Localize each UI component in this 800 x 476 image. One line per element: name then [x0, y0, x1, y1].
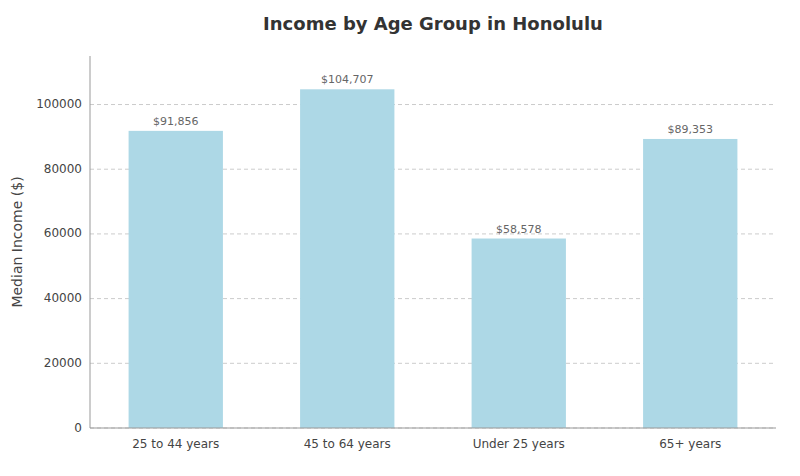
- page: {"chart_data": {"type": "bar", "title": …: [0, 0, 800, 476]
- x-tick-label: 25 to 44 years: [132, 437, 219, 451]
- x-ticks: 25 to 44 years 45 to 64 years Under 25 yea…: [132, 437, 721, 451]
- y-axis-label: Median Income ($): [9, 176, 25, 307]
- bars: [129, 89, 738, 428]
- chart-container: 0 20000 40000 60000 80000 100000 25 to 44 year…: [0, 0, 800, 476]
- y-axis-line: [90, 56, 91, 428]
- y-tick-label: 0: [74, 421, 82, 435]
- data-labels: $91,856 $104,707 $58,578 $89,353: [153, 73, 713, 235]
- y-tick-label: 60000: [44, 226, 82, 240]
- y-tick-label: 100000: [36, 97, 82, 111]
- y-tick-label: 40000: [44, 291, 82, 305]
- bar: [129, 131, 223, 428]
- y-ticks: 0 20000 40000 60000 80000 100000: [36, 97, 82, 434]
- x-axis-line: [90, 428, 776, 429]
- title: Income by Age Group in Honolulu: [263, 13, 603, 34]
- x-tick-label: 45 to 64 years: [304, 437, 391, 451]
- y-tick-label: 20000: [44, 356, 82, 370]
- data-label: $89,353: [668, 123, 714, 136]
- chart-svg: 0 20000 40000 60000 80000 100000 25 to 44 year…: [0, 0, 800, 476]
- bar: [472, 239, 566, 428]
- x-tick-label: 65+ years: [659, 437, 721, 451]
- y-tick-label: 80000: [44, 162, 82, 176]
- grid-line: [90, 104, 776, 105]
- data-label: $104,707: [321, 73, 374, 86]
- data-label: $58,578: [496, 223, 542, 236]
- bar: [643, 139, 737, 428]
- bar: [300, 89, 394, 428]
- grid: [90, 105, 776, 428]
- background: [0, 0, 800, 476]
- x-tick-label: Under 25 years: [473, 437, 565, 451]
- grid-line: [90, 428, 776, 429]
- data-label: $91,856: [153, 115, 199, 128]
